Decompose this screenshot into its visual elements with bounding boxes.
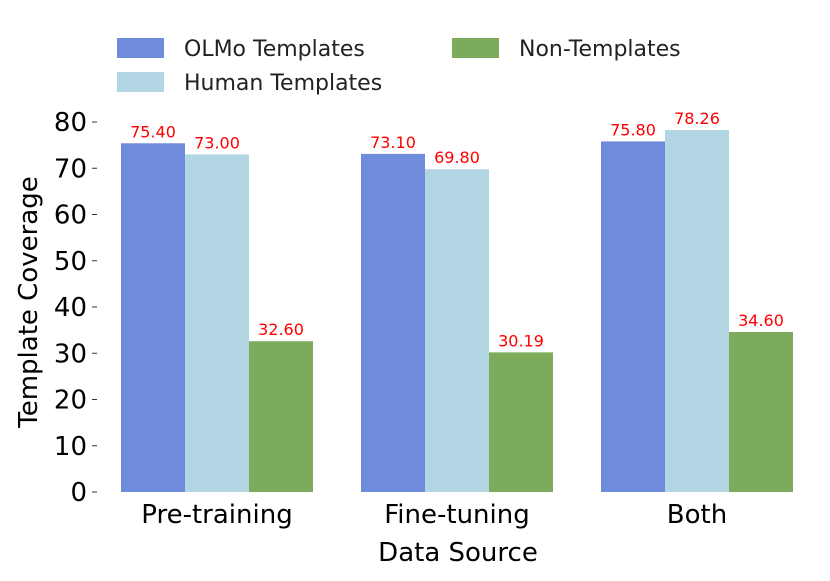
x-tick-label: Both [667, 500, 727, 530]
y-axis-title: Template Coverage [14, 176, 44, 428]
bar-non-templates-fine-tuning [489, 352, 553, 492]
bar-olmo-templates-both [601, 141, 665, 493]
y-tick-label: 60 [54, 201, 87, 231]
bar-value-label: 78.26 [674, 109, 720, 128]
legend-swatch [117, 72, 164, 92]
bar-value-label: 73.10 [370, 133, 416, 152]
legend-label: OLMo Templates [184, 37, 365, 62]
y-tick-label: 40 [54, 293, 87, 323]
bar-value-label: 75.80 [610, 120, 656, 139]
bar-human-templates-pre-training [185, 154, 249, 492]
legend-swatch [452, 38, 499, 58]
bar-value-label: 34.60 [738, 311, 784, 330]
data-labels: 75.40 73.10 75.80 73.00 69.80 78.26 32.60 30.19… [130, 109, 784, 350]
legend-swatch [117, 38, 164, 58]
bar-value-label: 32.60 [258, 320, 304, 339]
bars [121, 130, 793, 493]
y-tick-label: 10 [54, 432, 87, 462]
bar-olmo-templates-fine-tuning [361, 153, 425, 492]
x-axis: Pre-training Fine-tuning Both [141, 500, 727, 530]
bar-olmo-templates-pre-training [121, 143, 185, 492]
legend: OLMo Templates Human Templates Non-Templat… [117, 37, 681, 96]
bar-non-templates-pre-training [249, 341, 313, 492]
bar-value-label: 30.19 [498, 331, 544, 350]
bar-value-label: 69.80 [434, 148, 480, 167]
y-tick-label: 0 [70, 478, 87, 508]
y-axis: 0 10 20 30 40 50 60 70 80 [54, 108, 97, 508]
bar-value-label: 73.00 [194, 133, 240, 152]
y-tick-label: 80 [54, 108, 87, 138]
y-tick-label: 30 [54, 339, 87, 369]
x-tick-label: Fine-tuning [384, 500, 530, 530]
y-tick-label: 50 [54, 247, 87, 277]
legend-label: Non-Templates [519, 37, 681, 62]
bar-non-templates-both [729, 331, 793, 492]
bar-human-templates-both [665, 130, 729, 493]
y-tick-label: 20 [54, 386, 87, 416]
x-axis-title: Data Source [378, 538, 538, 568]
x-tick-label: Pre-training [141, 500, 292, 530]
y-tick-label: 70 [54, 154, 87, 184]
bar-value-label: 75.40 [130, 122, 176, 141]
bar-human-templates-fine-tuning [425, 169, 489, 493]
legend-label: Human Templates [184, 71, 382, 96]
